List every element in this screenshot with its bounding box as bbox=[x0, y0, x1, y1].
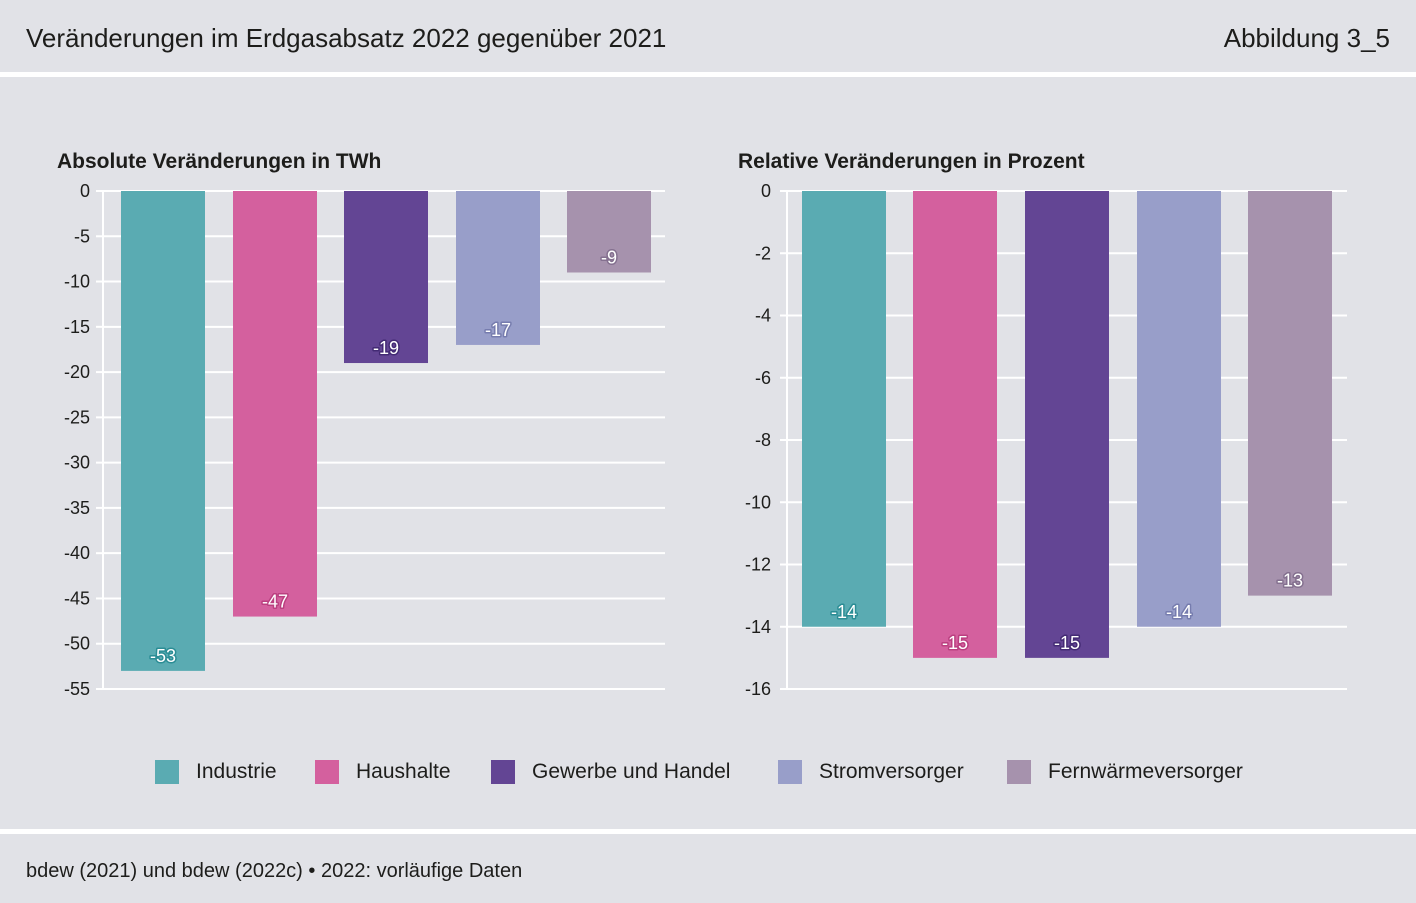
chart-title-relative: Relative Veränderungen in Prozent bbox=[738, 150, 1085, 173]
legend-swatch-gewerbe-und-handel bbox=[491, 760, 515, 784]
source-note: bdew (2021) und bdew (2022c) • 2022: vor… bbox=[26, 860, 523, 882]
chart-title-absolute: Absolute Veränderungen in TWh bbox=[57, 150, 381, 173]
relative-data-label-fernwarmeversorger: -13 bbox=[1277, 571, 1303, 591]
footer: bdew (2021) und bdew (2022c) • 2022: vor… bbox=[0, 834, 1416, 903]
absolute-y-tick-label: -5 bbox=[74, 226, 90, 246]
absolute-y-tick-label: 0 bbox=[80, 181, 90, 201]
relative-bar-haushalte bbox=[913, 191, 997, 658]
relative-y-tick-label: -10 bbox=[745, 492, 771, 512]
relative-y-tick-label: -14 bbox=[745, 617, 771, 637]
relative-y-tick-label: -8 bbox=[755, 430, 771, 450]
relative-y-tick-label: -12 bbox=[745, 555, 771, 575]
absolute-bar-haushalte bbox=[233, 191, 317, 617]
absolute-bar-industrie bbox=[121, 191, 205, 671]
relative-data-label-stromversorger: -14 bbox=[1166, 602, 1192, 622]
legend-label-industrie: Industrie bbox=[196, 760, 277, 783]
absolute-bar-gewerbe-und-handel bbox=[344, 191, 428, 364]
absolute-y-tick-label: -30 bbox=[64, 453, 90, 473]
relative-y-tick-label: 0 bbox=[761, 181, 771, 201]
relative-data-label-gewerbe-und-handel: -15 bbox=[1054, 633, 1080, 653]
relative-y-tick-label: -6 bbox=[755, 368, 771, 388]
absolute-bar-stromversorger bbox=[456, 191, 540, 345]
relative-bar-gewerbe-und-handel bbox=[1025, 191, 1109, 658]
relative-data-label-industrie: -14 bbox=[831, 602, 857, 622]
absolute-data-label-industrie: -53 bbox=[150, 646, 176, 666]
chart-absolute: Absolute Veränderungen in TWh 0 -5 -10 -15 -… bbox=[57, 150, 665, 699]
chart-relative: Relative Veränderungen in Prozent 0 -2 -4 -… bbox=[738, 150, 1347, 699]
absolute-y-tick-label: -50 bbox=[64, 634, 90, 654]
footer-divider bbox=[0, 829, 1416, 834]
relative-y-tick-label: -16 bbox=[745, 679, 771, 699]
relative-bar-industrie bbox=[802, 191, 886, 627]
header: Veränderungen im Erdgasabsatz 2022 gegen… bbox=[0, 0, 1416, 72]
absolute-y-tick-label: -25 bbox=[64, 407, 90, 427]
absolute-y-tick-label: -35 bbox=[64, 498, 90, 518]
legend-label-stromversorger: Stromversorger bbox=[819, 760, 964, 783]
absolute-y-tick-label: -10 bbox=[64, 272, 90, 292]
legend-swatch-haushalte bbox=[315, 760, 339, 784]
relative-bar-fernwarmeversorger bbox=[1248, 191, 1332, 596]
legend-label-gewerbe-und-handel: Gewerbe und Handel bbox=[532, 760, 731, 783]
relative-y-tick-label: -4 bbox=[755, 306, 771, 326]
absolute-y-tick-label: -15 bbox=[64, 317, 90, 337]
absolute-y-tick-label: -45 bbox=[64, 588, 90, 608]
absolute-bar-fernwarmeversorger bbox=[567, 191, 651, 273]
absolute-y-tick-label: -40 bbox=[64, 543, 90, 563]
header-divider bbox=[0, 72, 1416, 77]
absolute-y-tick-label: -20 bbox=[64, 362, 90, 382]
absolute-y-tick-label: -55 bbox=[64, 679, 90, 699]
absolute-data-label-haushalte: -47 bbox=[262, 592, 288, 612]
legend-swatch-stromversorger bbox=[778, 760, 802, 784]
legend-swatch-industrie bbox=[155, 760, 179, 784]
legend-swatch-fernwaermeversorger bbox=[1007, 760, 1031, 784]
page-title: Veränderungen im Erdgasabsatz 2022 gegen… bbox=[26, 23, 667, 53]
legend-label-haushalte: Haushalte bbox=[356, 760, 451, 783]
absolute-data-label-fernwarmeversorger: -9 bbox=[601, 247, 617, 267]
legend-label-fernwaermeversorger: Fernwärmeversorger bbox=[1048, 760, 1243, 783]
relative-y-tick-label: -2 bbox=[755, 243, 771, 263]
absolute-data-label-gewerbe-und-handel: -19 bbox=[373, 338, 399, 358]
absolute-data-label-stromversorger: -17 bbox=[485, 320, 511, 340]
relative-data-label-haushalte: -15 bbox=[942, 633, 968, 653]
figure-label: Abbildung 3_5 bbox=[1223, 23, 1390, 53]
relative-bar-stromversorger bbox=[1137, 191, 1221, 627]
